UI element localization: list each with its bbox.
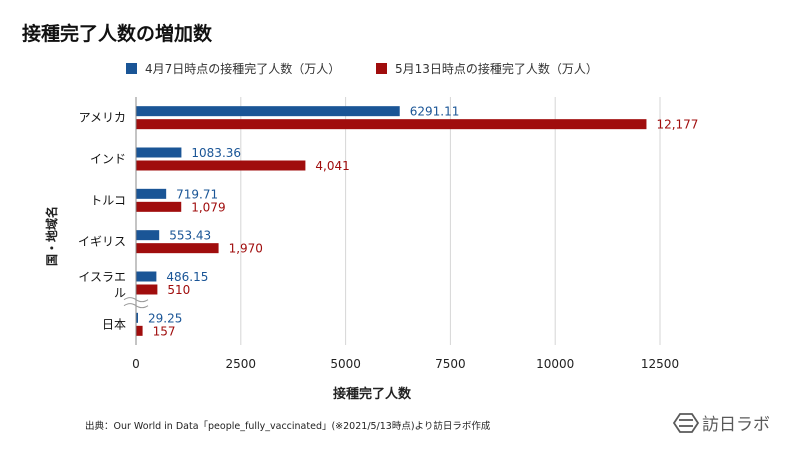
category-label: 日本 xyxy=(102,317,126,331)
axis-break-mark xyxy=(123,297,149,309)
data-label-series-1: 1083.36 xyxy=(191,146,241,160)
x-tick-labels: 0 2500 5000 7500 10000 12500 xyxy=(132,357,679,371)
data-label-series-2: 157 xyxy=(153,324,176,338)
bars: 6291.11 12,177 1083.36 4,041 719.711,079 553.… xyxy=(136,105,698,338)
category-label: インド xyxy=(90,152,126,166)
bar-series-1 xyxy=(136,147,182,158)
data-label-series-1: 719.71 xyxy=(176,187,218,201)
data-label-series-1: 29.25 xyxy=(148,311,182,325)
data-label-series-1: 553.43 xyxy=(169,229,211,243)
bar-series-2 xyxy=(136,325,143,336)
bar-series-1 xyxy=(136,271,157,282)
category-label: イスラエ xyxy=(78,270,126,284)
data-label-series-2: 510 xyxy=(167,283,190,297)
data-label-series-2: 12,177 xyxy=(656,118,698,132)
x-tick-label: 0 xyxy=(132,357,140,371)
chart-title: 接種完了人数の増加数 xyxy=(22,22,213,45)
y-axis-label: 国・地域名 xyxy=(44,206,59,266)
bar-series-2 xyxy=(136,160,306,171)
x-tick-label: 12500 xyxy=(641,357,679,371)
legend-swatch-series-1 xyxy=(126,63,137,74)
bar-series-2 xyxy=(136,119,647,130)
bar-series-2 xyxy=(136,284,158,295)
x-tick-label: 5000 xyxy=(330,357,361,371)
category-label: アメリカ xyxy=(79,111,126,125)
legend: 4月7日時点の接種完了人数（万人） 5月13日時点の接種完了人数（万人） xyxy=(126,61,598,76)
category-label: イギリス xyxy=(78,235,126,249)
bar-series-2 xyxy=(136,201,182,212)
data-label-series-2: 4,041 xyxy=(315,159,349,173)
data-label-series-2: 1,970 xyxy=(229,242,263,256)
x-axis-label: 接種完了人数 xyxy=(333,386,412,402)
source-note: 出典：Our World in Data「people_fully_vaccin… xyxy=(85,420,491,432)
data-label-series-1: 486.15 xyxy=(166,270,208,284)
category-label-continued: ル xyxy=(114,286,126,300)
brand-name: 訪日ラボ xyxy=(702,415,770,435)
bar-series-1 xyxy=(136,106,400,117)
legend-label-series-1: 4月7日時点の接種完了人数（万人） xyxy=(145,61,340,76)
brand-logo: 訪日ラボ xyxy=(672,413,770,435)
x-tick-label: 7500 xyxy=(435,357,466,371)
x-tick-label: 10000 xyxy=(536,357,574,371)
legend-swatch-series-2 xyxy=(376,63,387,74)
category-label: トルコ xyxy=(90,193,126,207)
data-label-series-1: 6291.11 xyxy=(410,105,460,119)
x-tick-label: 2500 xyxy=(226,357,257,371)
bar-series-2 xyxy=(136,243,219,254)
logo-mark-icon xyxy=(672,413,700,433)
bar-series-1 xyxy=(136,312,138,323)
gridlines xyxy=(240,97,661,345)
bar-series-1 xyxy=(136,230,160,241)
data-label-series-2: 1,079 xyxy=(191,200,225,214)
bar-series-1 xyxy=(136,188,167,199)
legend-label-series-2: 5月13日時点の接種完了人数（万人） xyxy=(395,61,598,76)
